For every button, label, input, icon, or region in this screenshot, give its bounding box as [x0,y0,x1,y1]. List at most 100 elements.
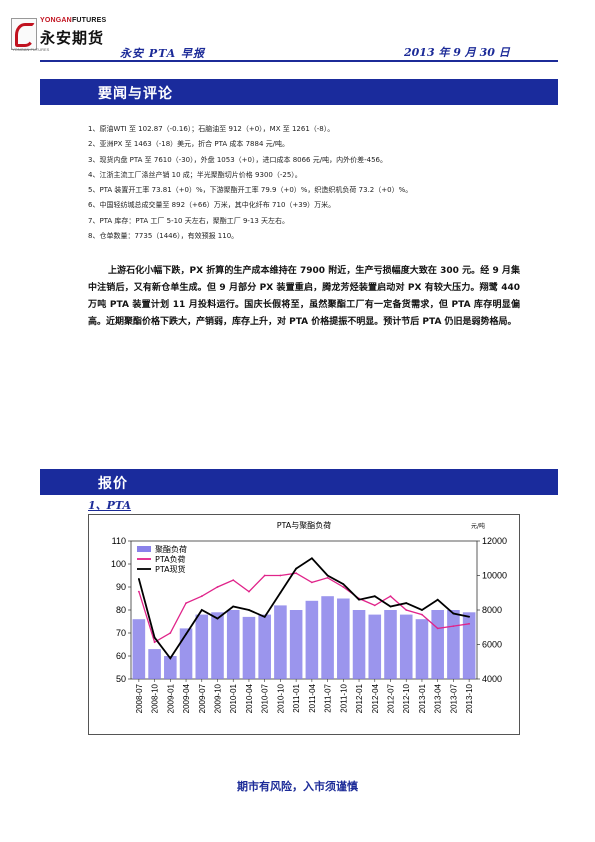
bar-polyester-load [289,610,303,679]
legend-label: PTA现货 [155,564,186,574]
series-line-pta-load [138,572,470,644]
bar-polyester-load [258,614,271,679]
bar-polyester-load [337,598,350,679]
bar-polyester-load [148,649,161,679]
bar-polyester-load [384,610,397,679]
x-tick-label: 2009-10 [214,683,223,713]
point-pta-load [389,595,392,598]
bar-polyester-load [305,600,319,679]
y-tick-label-right: 6000 [482,640,502,650]
point-pta-spot [436,598,439,601]
section-title-price: 报价 [98,476,128,492]
news-item: 5、PTA 装置开工率 73.81（+0）%，下游聚酯开工率 79.9（+0）%… [88,186,413,195]
x-tick-label: 2011-07 [324,683,333,712]
logo-english: YONGANFUTURES [40,17,107,24]
section-bar-news: 要闻与评论 [40,79,558,105]
point-pta-spot [468,615,471,618]
report-date: 2013 年 9 月 30 日 [404,46,510,59]
point-pta-spot [326,574,329,577]
point-pta-load [421,613,423,616]
point-pta-load [436,627,439,630]
x-tick-label: 2013-04 [434,683,443,713]
bar-polyester-load [415,619,429,679]
point-pta-load [468,622,471,625]
point-pta-spot [216,617,219,620]
pta-chart: PTA与聚酯负荷 元/吨 50 60 70 80 90 100 110 4000 6000 8000 1… [88,514,520,735]
point-pta-load [216,586,219,588]
x-tick-label: 2010-10 [276,683,285,713]
x-tick-label: 2012-10 [402,683,411,713]
x-tick-label: 2011-01 [292,683,301,712]
y-tick-label-left: 60 [116,651,126,661]
risk-disclaimer: 期市有风险，入市须谨慎 [237,780,358,793]
chart-unit-label: 元/吨 [471,522,485,530]
point-pta-spot [358,598,360,601]
point-pta-spot [295,567,298,570]
y-tick-label-left: 50 [116,674,126,684]
x-tick-label: 2012-04 [371,683,380,713]
bar-polyester-load [368,614,382,679]
point-pta-load [326,576,329,579]
x-tick-label: 2013-10 [465,683,474,713]
point-pta-spot [279,591,282,594]
news-item: 2、亚洲PX 至 1463（-18）美元，折合 PTA 成本 7884 元/吨。 [88,140,289,149]
bar-polyester-load [462,612,476,679]
pta-chart-svg: PTA与聚酯负荷 元/吨 50 60 70 80 90 100 110 4000 6000 8000 1… [111,520,507,713]
logo-subtext: YONGAN FUTURES [12,47,50,52]
news-item: 8、仓单数量：7735（1446），有效预报 110。 [88,232,239,241]
point-pta-spot [310,557,313,560]
point-pta-load [153,641,156,644]
news-item: 7、PTA 库存：PTA 工厂 5-10 天左右，聚酯工厂 9-13 天左右。 [88,216,290,225]
bar-polyester-load [179,628,193,679]
point-pta-spot [185,633,187,636]
point-pta-spot [169,657,172,660]
point-pta-spot [232,605,235,608]
y-tick-label-right: 4000 [482,674,502,684]
bar-polyester-load [242,616,256,679]
news-item: 3、现货内盘 PTA 至 7610（-30），外盘 1053（+0），进口成本 … [88,155,387,164]
legend-swatch [137,546,151,552]
point-pta-load [185,602,187,604]
bar-polyester-load [321,596,334,679]
x-tick-label: 2011-04 [308,683,317,712]
point-pta-load [248,590,250,593]
x-tick-label: 2010-01 [229,683,238,713]
y-tick-label-right: 12000 [482,536,507,546]
point-pta-load [405,609,408,611]
x-tick-label: 2012-07 [387,683,396,713]
point-pta-spot [137,578,140,580]
chart-title: PTA与聚酯负荷 [277,520,332,530]
point-pta-spot [248,609,250,611]
y-tick-label-left: 100 [111,559,126,569]
market-commentary: 上游石化小幅下跌，PX 折算的生产成本维持在 7900 附近，生产亏损幅度大致在… [88,266,520,327]
bar-polyester-load [431,610,444,679]
y-tick-label-right: 8000 [482,605,502,615]
point-pta-spot [452,612,455,615]
point-pta-load [310,581,313,584]
header-divider [40,60,558,62]
point-pta-spot [263,616,266,618]
section-bar-price: 报价 [40,469,558,495]
y-tick-label-left: 110 [112,536,126,546]
news-item: 6、中国轻纺城总成交量至 892（+66）万米，其中化纤布 710（+39）万米… [88,201,336,210]
x-tick-label: 2009-01 [166,683,175,713]
bar-polyester-load [132,619,146,679]
point-pta-spot [153,636,156,639]
x-tick-label: 2010-04 [245,683,254,713]
series-line-pta-spot [138,557,470,660]
x-tick-label: 2011-10 [339,683,348,712]
report-title: 永安 PTA 早报 [120,47,206,60]
bar-polyester-load [211,612,224,679]
y-tick-label-right: 10000 [482,571,507,581]
bar-polyester-load [447,610,460,679]
bar-polyester-load [399,614,413,679]
bar-polyester-load [352,610,366,679]
bar-polyester-load [226,610,240,679]
bar-polyester-load [195,614,209,679]
news-item: 4、江浙主流工厂涤丝产销 10 成；半光聚酯切片价格 9300（-25）。 [88,170,302,179]
point-pta-spot [200,609,203,611]
x-tick-label: 2009-04 [182,683,191,713]
section-title-news: 要闻与评论 [98,86,173,102]
point-pta-load [169,632,172,634]
logo-mark-icon [11,18,37,50]
